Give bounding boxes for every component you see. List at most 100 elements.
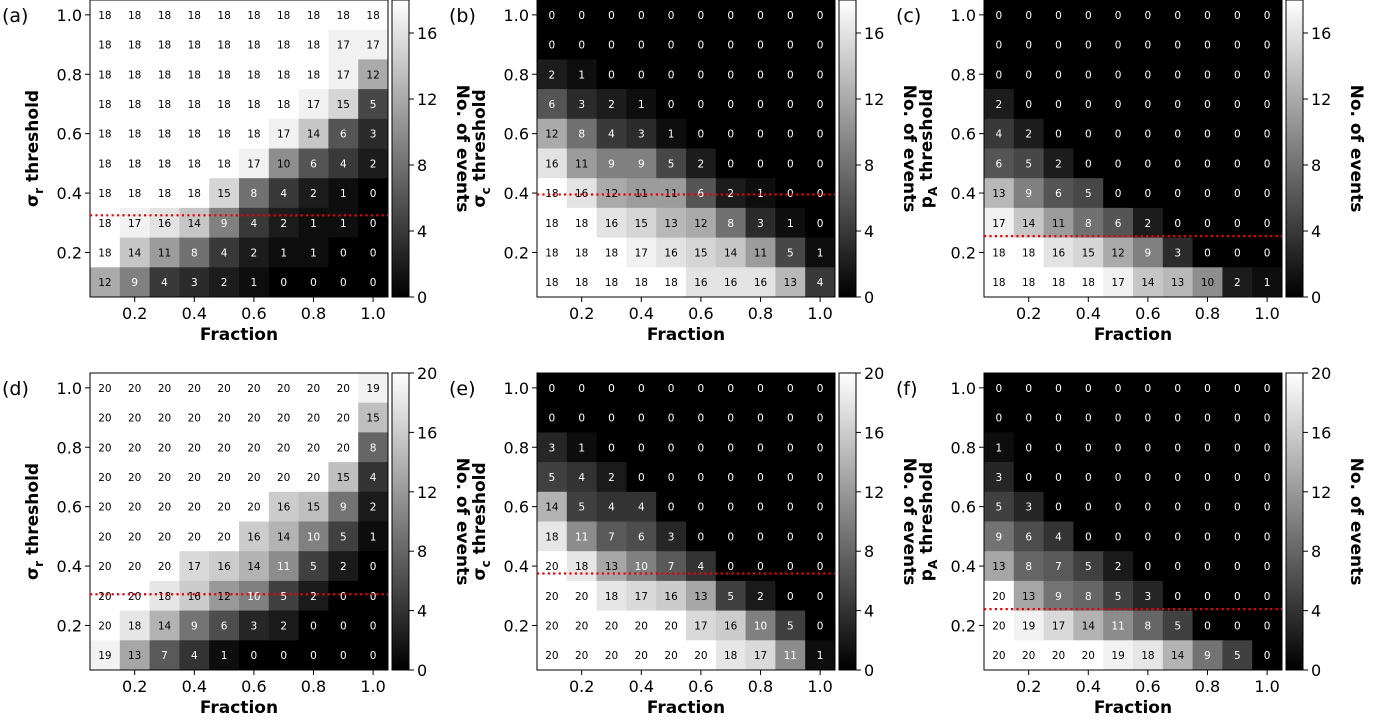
heatmap-cell bbox=[805, 0, 836, 31]
cell-value-label: 12 bbox=[1111, 247, 1124, 259]
cell-value-label: 0 bbox=[817, 472, 824, 484]
y-axis-label-symbol: σ bbox=[470, 194, 490, 207]
cell-value-label: 0 bbox=[1145, 561, 1152, 573]
cell-value-label: 0 bbox=[1174, 442, 1181, 454]
heatmap-cell bbox=[715, 237, 747, 268]
cell-value-label: 2 bbox=[251, 247, 258, 259]
cell-value-label: 17 bbox=[247, 158, 260, 170]
heatmap-cell bbox=[209, 29, 240, 60]
y-tick-label: 0.4 bbox=[57, 557, 82, 576]
heatmap-cell bbox=[1013, 373, 1045, 404]
heatmap-cell bbox=[1103, 610, 1134, 641]
heatmap-cell bbox=[1073, 237, 1104, 268]
cell-value-label: 17 bbox=[128, 218, 141, 230]
cell-value-label: 20 bbox=[128, 383, 141, 395]
cell-value-label: 0 bbox=[1234, 129, 1241, 141]
heatmap-cell bbox=[358, 29, 389, 60]
cell-value-label: 2 bbox=[1115, 561, 1122, 573]
cell-value-label: 5 bbox=[727, 591, 734, 603]
heatmap-cell bbox=[119, 29, 151, 60]
heatmap-cell bbox=[179, 402, 210, 433]
cell-value-label: 0 bbox=[817, 383, 824, 395]
heatmap-cell bbox=[239, 0, 270, 31]
heatmap-cell bbox=[358, 521, 389, 552]
x-tick-label: 0.4 bbox=[1076, 304, 1101, 323]
heatmap-cell bbox=[268, 551, 300, 582]
heatmap-cell bbox=[179, 0, 210, 31]
cell-value-label: 0 bbox=[1025, 40, 1032, 52]
cell-value-label: 0 bbox=[1085, 502, 1092, 514]
heatmap-cell bbox=[1013, 237, 1045, 268]
heatmap-cell bbox=[1103, 0, 1134, 31]
y-axis-label-symbol: p bbox=[917, 196, 937, 208]
heatmap-cell bbox=[90, 580, 121, 612]
heatmap-cell bbox=[90, 59, 121, 90]
heatmap-cell bbox=[1162, 148, 1194, 179]
heatmap-cell bbox=[566, 610, 598, 641]
heatmap-cell bbox=[1133, 267, 1164, 298]
heatmap-cell bbox=[1103, 640, 1134, 671]
cell-value-label: 18 bbox=[158, 99, 171, 111]
cell-value-label: 4 bbox=[1055, 531, 1062, 543]
cell-value-label: 0 bbox=[1264, 472, 1271, 484]
heatmap-cell bbox=[805, 402, 836, 433]
heatmap-cell bbox=[90, 267, 121, 298]
cell-value-label: 0 bbox=[1264, 247, 1271, 259]
heatmap-cell bbox=[745, 237, 776, 268]
heatmap-cell bbox=[179, 148, 210, 179]
cell-value-label: 20 bbox=[277, 442, 290, 454]
colorbar-tick-label: 0 bbox=[1311, 661, 1321, 680]
cell-value-label: 0 bbox=[1025, 383, 1032, 395]
cell-value-label: 0 bbox=[1085, 413, 1092, 425]
cell-value-label: 1 bbox=[996, 442, 1003, 454]
heatmap-cell bbox=[656, 267, 687, 298]
heatmap-cell bbox=[775, 29, 806, 60]
y-axis-label-text: threshold bbox=[470, 462, 490, 560]
heatmap-cell bbox=[209, 551, 240, 582]
y-axis-label-text: threshold bbox=[23, 90, 43, 188]
x-tick-label: 0.6 bbox=[1135, 304, 1160, 323]
heatmap-cell bbox=[1192, 432, 1223, 463]
cell-value-label: 5 bbox=[1174, 620, 1181, 632]
cell-value-label: 0 bbox=[996, 383, 1003, 395]
cell-value-label: 0 bbox=[1025, 442, 1032, 454]
heatmap-cell bbox=[596, 402, 627, 433]
cell-value-label: 0 bbox=[638, 472, 645, 484]
colorbar-tick-label: 8 bbox=[417, 542, 427, 561]
heatmap-cell bbox=[1133, 118, 1164, 149]
cell-value-label: 0 bbox=[1025, 99, 1032, 111]
heatmap-cell bbox=[1162, 178, 1194, 209]
cell-value-label: 11 bbox=[575, 531, 588, 543]
cell-value-label: 11 bbox=[1111, 620, 1124, 632]
cell-value-label: 11 bbox=[754, 247, 767, 259]
cell-value-label: 0 bbox=[1264, 383, 1271, 395]
cell-value-label: 0 bbox=[549, 413, 556, 425]
cell-value-label: 20 bbox=[992, 650, 1005, 662]
heatmap-cell bbox=[209, 580, 240, 612]
heatmap-cell bbox=[715, 580, 747, 612]
colorbar-tick-label: 16 bbox=[864, 24, 884, 43]
heatmap-cell bbox=[1192, 59, 1223, 90]
heatmap-cell bbox=[328, 59, 359, 90]
cell-value-label: 20 bbox=[98, 442, 111, 454]
heatmap-cell bbox=[179, 29, 210, 60]
heatmap-cell bbox=[805, 89, 836, 120]
heatmap-cell bbox=[745, 267, 776, 298]
heatmap-cell bbox=[358, 178, 389, 209]
cell-value-label: 14 bbox=[1171, 650, 1185, 662]
colorbar-tick-label: 12 bbox=[1311, 483, 1331, 502]
cell-value-label: 18 bbox=[158, 10, 171, 22]
cell-value-label: 17 bbox=[635, 591, 648, 603]
colorbar-tick-label: 16 bbox=[1311, 24, 1331, 43]
heatmap-cell bbox=[537, 29, 568, 60]
heatmap-cell bbox=[268, 29, 300, 60]
cell-value-label: 7 bbox=[608, 531, 615, 543]
heatmap-cell bbox=[1013, 402, 1045, 433]
colorbar-tick-label: 16 bbox=[1311, 423, 1331, 442]
cell-value-label: 0 bbox=[608, 442, 615, 454]
heatmap-cell bbox=[1133, 491, 1164, 522]
cell-value-label: 0 bbox=[1085, 531, 1092, 543]
cell-value-label: 18 bbox=[188, 69, 201, 81]
cell-value-label: 0 bbox=[698, 531, 705, 543]
heatmap-cell bbox=[775, 267, 806, 298]
